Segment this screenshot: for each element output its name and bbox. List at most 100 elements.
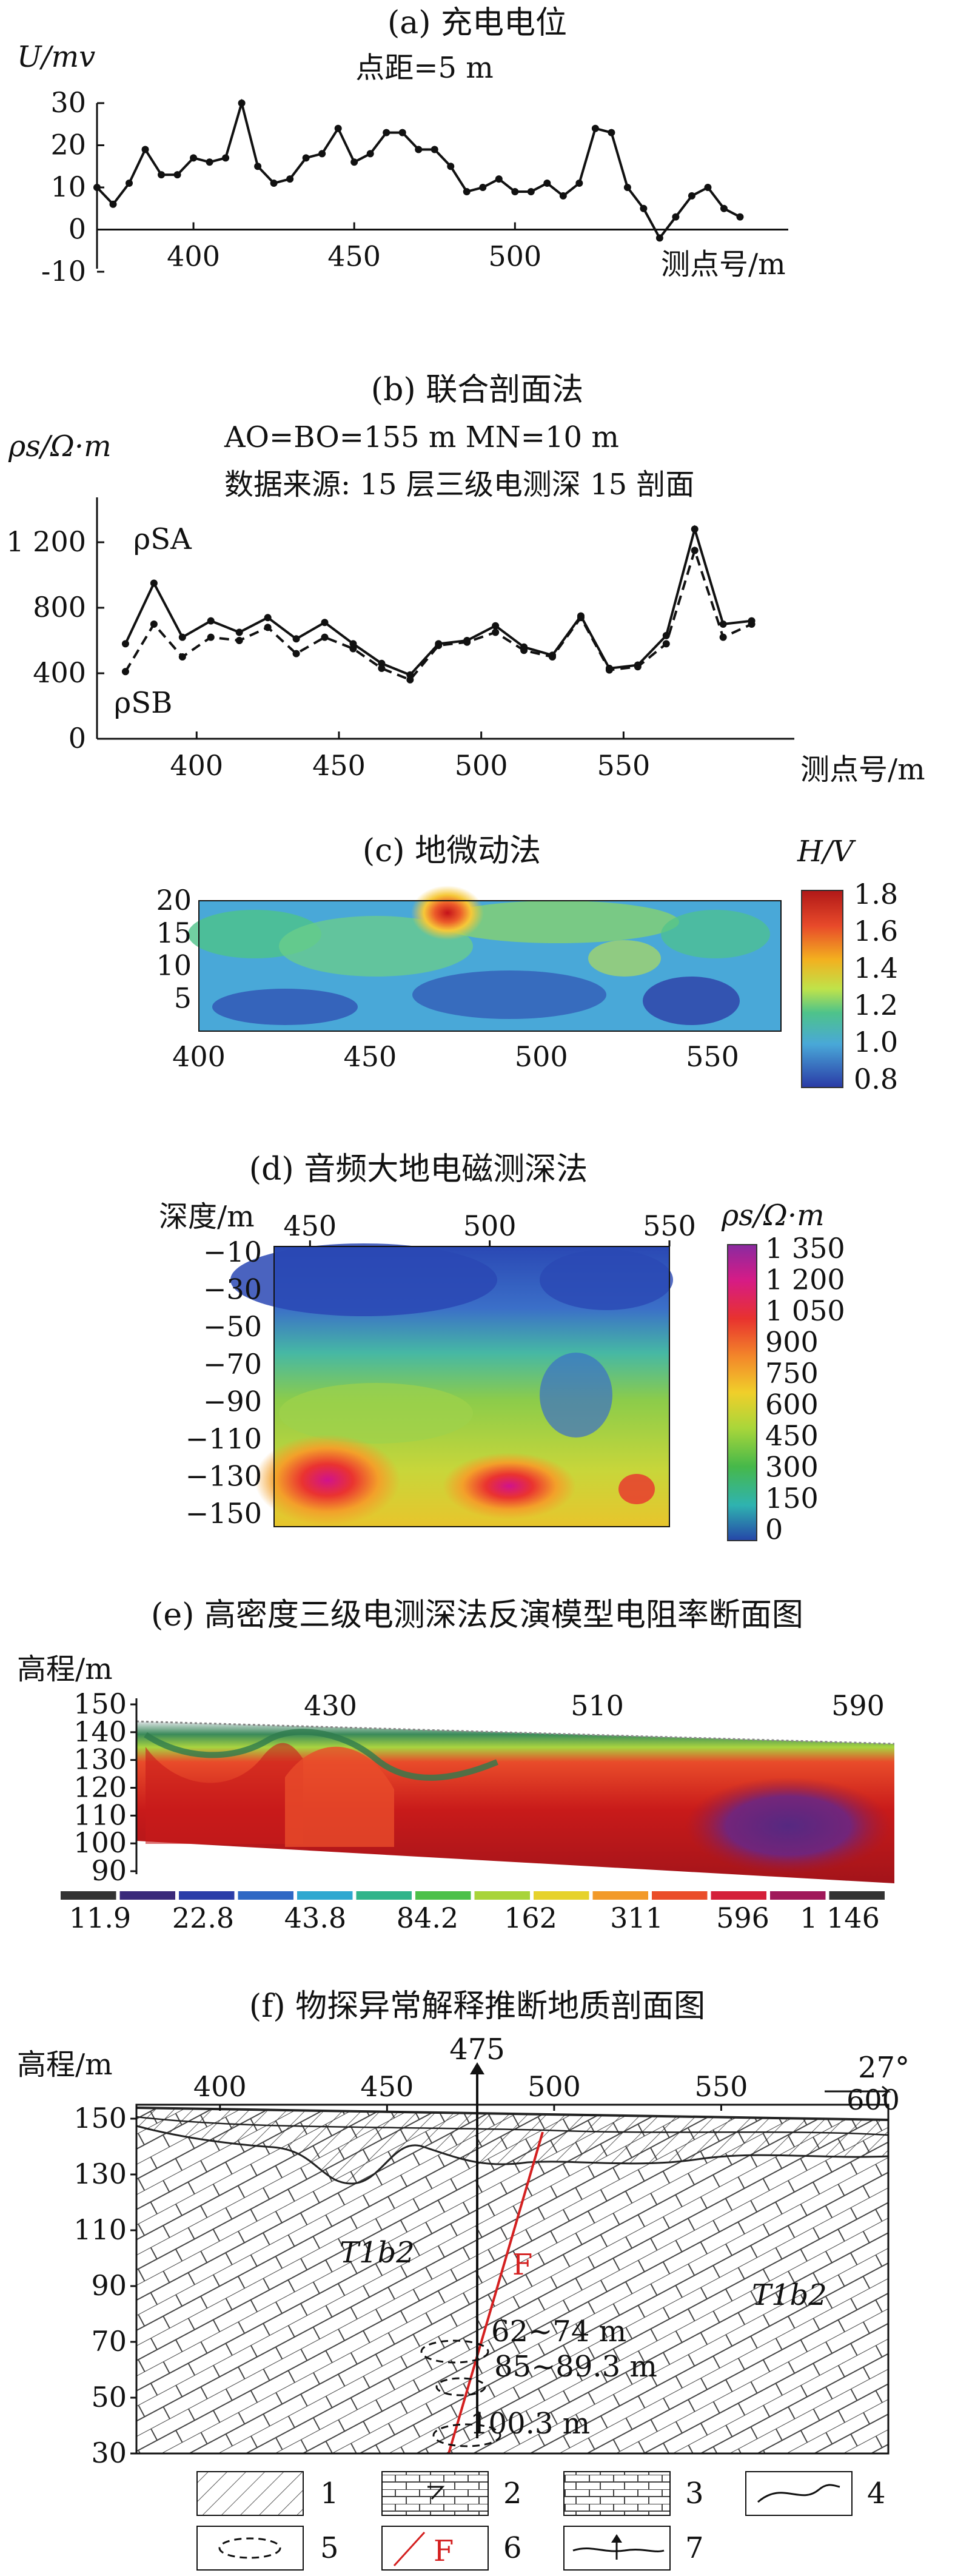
legend-1-label: 1 [320,2477,339,2510]
panel-b-point-rhoA [492,622,500,630]
panel-a-point [672,213,680,221]
panel-e-title: (e) 高密度三级电测深法反演模型电阻率断面图 [151,1597,803,1633]
panel-f-axes [130,2104,890,2455]
panel-c-colorbar-label: 1.2 [854,989,898,1021]
panel-e-colorbar-swatch [356,1891,412,1900]
panel-b-point-rhoA [121,640,129,648]
panel-e-xtick-label: 430 [304,1689,357,1722]
panel-f-cave-1-label: 62~74 m [491,2315,626,2349]
panel-a-ytick-label: 30 [50,86,86,119]
panel-b-point-rhoB [121,668,129,676]
panel-b-legend-b: ρSB [114,686,172,720]
panel-c-axes [198,900,782,1032]
legend-7-label: 7 [685,2531,704,2565]
legend-4-swatch [745,2471,853,2516]
panel-d-title: (d) 音频大地电磁测深法 [249,1151,588,1188]
panel-f-dip: 27° [858,2051,910,2085]
panel-b-point-rhoA [321,619,329,627]
panel-b-ytick-label: 400 [33,656,86,689]
panel-e-colorbar-swatch [474,1891,530,1900]
panel-b-ytick-label: 1 200 [6,525,86,558]
panel-f-ytick-label: 110 [73,2213,127,2246]
panel-e-colorbar-swatch [770,1891,826,1900]
legend-6-swatch [381,2526,489,2571]
panel-d-colorbar-label: 600 [765,1388,819,1421]
legend-6-label: 6 [503,2531,522,2565]
panel-a-point [704,184,712,191]
panel-e-colorbar: 11.9 22.8 43.8 84.2 162 311 596 1 146 [61,1891,885,1934]
panel-a-xlabel: 测点号/m [661,247,786,281]
panel-a-point [543,180,551,187]
panel-e-colorbar-swatch [119,1891,175,1900]
panel-a-point [559,192,567,200]
panel-d-ylabel: 深度/m [159,1200,255,1234]
panel-b-xtick-label: 450 [312,749,366,782]
panel-a-series [93,98,744,242]
panel-d-ytick-label: −70 [203,1348,262,1380]
panel-b-point-rhoB [406,676,414,684]
panel-b-point-rhoB [292,650,300,657]
panel-c-title: (c) 地微动法 [363,833,541,869]
panel-a-point [366,150,374,158]
panel-a-point [398,129,406,136]
panel-e-colorbar-label: 162 [504,1902,557,1934]
panel-d-colorbar-label: 450 [765,1419,819,1452]
panel-e-colorbar-swatch [711,1891,766,1900]
panel-b-point-rhoA [264,614,272,622]
panel-b-note-1: AO=BO=155 m MN=10 m [224,420,619,454]
panel-f-fault-line [447,2131,544,2454]
panel-f-tick-labels: 150 130 110 90 70 50 30 400 450 500 550 600 [73,2070,900,2469]
panel-d-colorbar-label: 1 350 [765,1232,845,1265]
legend-3-label: 3 [685,2477,704,2510]
panel-b-point-rhoA [691,525,699,533]
panel-b-ytick-label: 800 [33,591,86,624]
panel-c-colorbar-label: 1.8 [854,878,898,910]
panel-a-xtick-label: 400 [167,240,220,273]
panel-f-ytick-label: 130 [73,2157,127,2190]
panel-f-ytick-label: 90 [91,2269,127,2302]
panel-e-ytick-label: 110 [73,1798,127,1831]
panel-a-point [736,213,744,221]
panel-b-ylabel: ρs/Ω·m [8,429,112,463]
panel-d-colorbar-label: 900 [765,1326,819,1359]
panel-b-point-rhoB [719,633,727,641]
panel-b-point-rhoB [178,653,186,661]
panel-e-ylabel: 高程/m [17,1652,113,1686]
panel-a-tick-labels: 30 20 10 0 -10 400 450 500 [41,86,541,288]
legend-4-label: 4 [867,2477,886,2510]
panel-a-point [173,171,181,179]
panel-f-title: (f) 物探异常解释推断地质剖面图 [249,1988,705,2025]
panel-a-point [206,158,213,166]
panel-d-heatmap [230,1243,673,1527]
panel-d-colorbar-label: 750 [765,1357,819,1390]
panel-e-colorbar-swatch [829,1891,885,1900]
panel-f-strata-left: T1b2 [340,2236,415,2270]
panel-b-xlabel: 测点号/m [800,753,925,787]
panel-a-point [302,154,310,162]
panel-b-line-rhoA [124,525,752,677]
panel-c-xtick-label: 500 [515,1040,568,1073]
panel-b-point-rhoB [463,638,471,646]
panel-d-xtick-label: 550 [643,1209,696,1242]
panel-a-point [479,184,487,191]
panel-f-ytick-label: 70 [91,2325,127,2358]
panel-a-point [238,99,246,107]
panel-b-axes [96,497,794,740]
panel-f-ylabel: 高程/m [17,2048,113,2082]
panel-b-tick-labels: 1 200 800 400 0 400 450 500 550 [6,525,650,782]
panel-f-cave-3-label: 100.3 m [470,2407,590,2441]
panel-a-point [511,187,519,195]
panel-d-ytick-label: −50 [203,1310,262,1343]
panel-d-xtick-label: 450 [283,1209,337,1242]
panel-a-point [575,180,583,187]
panel-e-ytick-label: 150 [73,1687,127,1720]
panel-d-tick-labels: −10 −30 −50 −70 −90 −110 −130 −150 450 500 550 [186,1209,696,1530]
panel-b-point-rhoB [321,633,329,641]
panel-f-xtick-label: 450 [360,2070,414,2103]
panel-a-point [495,175,503,183]
panel-b-point-rhoB [549,653,557,661]
panel-c-heatmap [188,886,781,1031]
panel-e-colorbar-label: 43.8 [284,1902,346,1934]
